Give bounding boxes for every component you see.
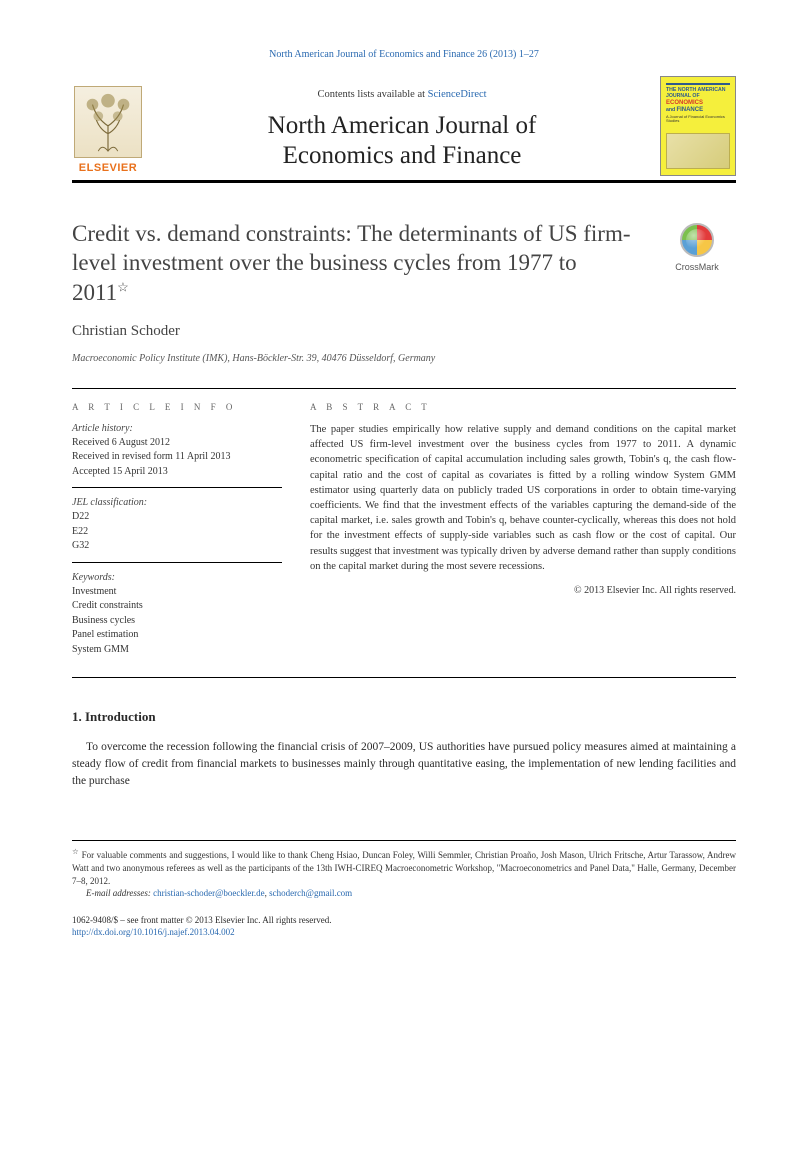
journal-citation: North American Journal of Economics and … [72,48,736,62]
article-title: Credit vs. demand constraints: The deter… [72,219,638,307]
journal-name-line2: Economics and Finance [283,142,522,169]
section-heading-introduction: 1. Introduction [72,708,736,726]
cover-line1: THE NORTH AMERICAN JOURNAL OF [666,88,730,100]
email-label: E-mail addresses: [86,888,153,898]
article-info-abstract-row: a r t i c l e i n f o Article history: R… [72,388,736,678]
crossmark-label: CrossMark [675,261,719,274]
contents-available-line: Contents lists available at ScienceDirec… [158,88,646,103]
history-line: Accepted 15 April 2013 [72,465,282,480]
keywords-label: Keywords: [72,571,282,585]
contents-prefix: Contents lists available at [317,89,427,100]
author-name: Christian Schoder [72,321,736,342]
history-line: Received 6 August 2012 [72,436,282,451]
footnote-text: For valuable comments and suggestions, I… [72,850,736,885]
acknowledgment-footnote: ☆ For valuable comments and suggestions,… [72,847,736,887]
article-history-block: Article history: Received 6 August 2012 … [72,422,282,489]
article-info-column: a r t i c l e i n f o Article history: R… [72,389,282,677]
keywords-block: Keywords: Investment Credit constraints … [72,571,282,666]
article-history-label: Article history: [72,422,282,436]
jel-label: JEL classification: [72,496,282,510]
journal-cover-thumbnail: THE NORTH AMERICAN JOURNAL OF ECONOMICS … [660,76,736,176]
cover-line2: ECONOMICS [666,100,730,107]
page-footer: 1062-9408/$ – see front matter © 2013 El… [72,914,736,939]
email-footnote: E-mail addresses: christian-schoder@boec… [72,887,736,900]
sciencedirect-link[interactable]: ScienceDirect [428,89,487,100]
keyword: Panel estimation [72,628,282,643]
article-info-heading: a r t i c l e i n f o [72,401,282,414]
abstract-copyright: © 2013 Elsevier Inc. All rights reserved… [310,584,736,598]
history-line: Received in revised form 11 April 2013 [72,450,282,465]
jel-code: D22 [72,510,282,525]
footnote-star: ☆ [72,847,79,856]
keyword: Business cycles [72,614,282,629]
cover-sub: A Journal of Financial Economics Studies [666,115,730,124]
jel-block: JEL classification: D22 E22 G32 [72,496,282,563]
journal-name-line1: North American Journal of [268,112,537,139]
elsevier-logo: ELSEVIER [72,86,144,176]
article-title-text: Credit vs. demand constraints: The deter… [72,221,631,305]
journal-name: North American Journal of Economics and … [158,111,646,170]
author-affiliation: Macroeconomic Policy Institute (IMK), Ha… [72,352,736,366]
abstract-heading: a b s t r a c t [310,401,736,414]
elsevier-wordmark: ELSEVIER [79,161,137,176]
issn-copyright-line: 1062-9408/$ – see front matter © 2013 El… [72,914,736,927]
cover-and: and [666,107,675,113]
elsevier-tree-icon [74,86,142,158]
jel-code: E22 [72,525,282,540]
footnotes: ☆ For valuable comments and suggestions,… [72,840,736,899]
introduction-paragraph: To overcome the recession following the … [72,739,736,791]
doi-link[interactable]: http://dx.doi.org/10.1016/j.najef.2013.0… [72,926,736,939]
title-footnote-star: ☆ [117,279,129,294]
crossmark-icon [680,223,714,257]
abstract-text: The paper studies empirically how relati… [310,422,736,574]
author-email-link[interactable]: schoderch@gmail.com [269,888,352,898]
crossmark-badge[interactable]: CrossMark [658,223,736,274]
keyword: Credit constraints [72,599,282,614]
journal-header: ELSEVIER Contents lists available at Sci… [72,76,736,183]
cover-line3: FINANCE [676,107,703,113]
jel-code: G32 [72,539,282,554]
author-email-link[interactable]: christian-schoder@boeckler.de [153,888,265,898]
keyword: Investment [72,585,282,600]
keyword: System GMM [72,643,282,658]
abstract-column: a b s t r a c t The paper studies empiri… [310,389,736,677]
